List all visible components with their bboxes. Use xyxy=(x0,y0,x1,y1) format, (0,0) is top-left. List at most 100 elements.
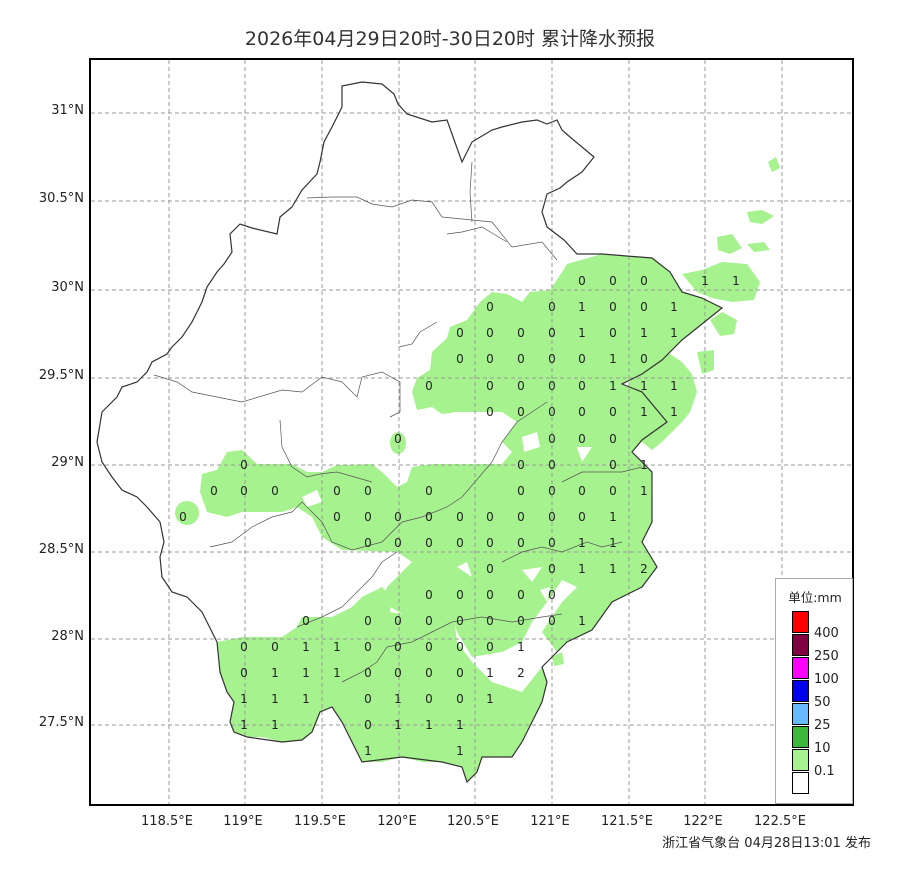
legend-title: 单位:mm xyxy=(788,590,842,605)
grid-value: 0 xyxy=(517,326,525,340)
issuer-footer: 浙江省气象台 04月28日13:01 发布 xyxy=(662,836,871,851)
grid-value: 0 xyxy=(210,484,218,498)
grid-value: 1 xyxy=(271,666,279,680)
grid-value: 1 xyxy=(456,744,464,758)
grid-value: 1 xyxy=(609,536,617,550)
lat-tick-label: 27.5°N xyxy=(38,715,84,730)
grid-value: 0 xyxy=(517,614,525,628)
grid-value: 0 xyxy=(394,666,402,680)
grid-value: 0 xyxy=(609,326,617,340)
grid-value: 0 xyxy=(609,405,617,419)
grid-value: 1 xyxy=(640,484,648,498)
grid-value: 0 xyxy=(425,484,433,498)
grid-value: 1 xyxy=(333,640,341,654)
grid-value: 0 xyxy=(486,536,494,550)
grid-value: 1 xyxy=(425,718,433,732)
grid-value: 0 xyxy=(517,588,525,602)
grid-value: 1 xyxy=(732,274,740,288)
grid-value: 0 xyxy=(640,352,648,366)
grid-value: 0 xyxy=(456,352,464,366)
grid-value: 1 xyxy=(486,666,494,680)
grid-value: 0 xyxy=(578,379,586,393)
grid-value: 0 xyxy=(578,432,586,446)
legend-swatch xyxy=(792,703,809,725)
grid-value: 0 xyxy=(609,484,617,498)
grid-value: 0 xyxy=(609,432,617,446)
grid-value: 0 xyxy=(456,510,464,524)
grid-value: 1 xyxy=(302,666,310,680)
grid-value: 0 xyxy=(578,510,586,524)
grid-value: 1 xyxy=(640,326,648,340)
grid-value: 0 xyxy=(486,562,494,576)
grid-value: 0 xyxy=(425,692,433,706)
grid-value: 0 xyxy=(486,300,494,314)
lat-tick-label: 29.5°N xyxy=(38,368,84,383)
grid-value: 0 xyxy=(548,536,556,550)
grid-value: 0 xyxy=(548,352,556,366)
grid-value: 0 xyxy=(394,536,402,550)
grid-value: 0 xyxy=(394,614,402,628)
legend-swatch xyxy=(792,611,809,633)
grid-value: 0 xyxy=(486,326,494,340)
province-boundary xyxy=(96,81,724,784)
legend-label: 400 xyxy=(814,626,839,641)
grid-value: 0 xyxy=(456,692,464,706)
legend-swatch xyxy=(792,657,809,679)
grid-value: 1 xyxy=(578,614,586,628)
city-boundaries xyxy=(153,161,643,683)
grid-value: 0 xyxy=(425,379,433,393)
grid-value: 1 xyxy=(578,536,586,550)
rain-gaps xyxy=(302,432,592,602)
lon-tick-label: 119.5°E xyxy=(294,814,346,829)
lon-tick-label: 120°E xyxy=(377,814,417,829)
grid-value: 0 xyxy=(425,614,433,628)
grid-value: 1 xyxy=(456,718,464,732)
legend-label: 250 xyxy=(814,649,839,664)
grid-value: 0 xyxy=(548,432,556,446)
graticule xyxy=(91,60,852,804)
grid-value: 0 xyxy=(364,484,372,498)
grid-value: 0 xyxy=(609,274,617,288)
grid-value: 0 xyxy=(517,458,525,472)
grid-value: 0 xyxy=(609,300,617,314)
grid-value: 0 xyxy=(271,640,279,654)
grid-value: 0 xyxy=(302,614,310,628)
grid-value: 2 xyxy=(640,562,648,576)
rain-area xyxy=(175,157,780,782)
grid-value: 0 xyxy=(394,510,402,524)
grid-value: 0 xyxy=(548,379,556,393)
lon-tick-label: 121°E xyxy=(530,814,570,829)
grid-value: 1 xyxy=(333,666,341,680)
grid-value: 1 xyxy=(640,458,648,472)
grid-value: 0 xyxy=(548,562,556,576)
grid-value: 0 xyxy=(486,614,494,628)
grid-value: 1 xyxy=(302,692,310,706)
grid-value: 0 xyxy=(640,300,648,314)
grid-value: 0 xyxy=(517,379,525,393)
lon-tick-label: 121.5°E xyxy=(601,814,653,829)
grid-value: 0 xyxy=(456,666,464,680)
legend-swatch xyxy=(792,680,809,702)
grid-value: 0 xyxy=(364,666,372,680)
legend-swatch xyxy=(792,634,809,656)
lon-tick-label: 118.5°E xyxy=(141,814,193,829)
map-canvas: 0 0 0 1 1 0 0 1 0 0 1 0 0 0 0 1 0 1 1 0 0 0 0 0 1 0 0 0 0 0 0 1 1 1 0 0 0 0 0 1… xyxy=(91,60,852,804)
grid-value: 0 xyxy=(364,536,372,550)
legend-label: 50 xyxy=(814,695,831,710)
grid-value: 1 xyxy=(609,510,617,524)
legend: 单位:mm 400 250 100 50 25 10 0.1 xyxy=(775,578,853,804)
grid-value: 0 xyxy=(640,274,648,288)
grid-value: 0 xyxy=(609,458,617,472)
grid-value: 0 xyxy=(394,640,402,654)
grid-value: 0 xyxy=(394,432,402,446)
grid-value: 0 xyxy=(517,405,525,419)
grid-value: 0 xyxy=(548,614,556,628)
grid-value: 0 xyxy=(456,588,464,602)
lat-tick-label: 28.5°N xyxy=(38,542,84,557)
grid-value: 0 xyxy=(486,588,494,602)
grid-value: 0 xyxy=(333,510,341,524)
precipitation-map[interactable]: 0 0 0 1 1 0 0 1 0 0 1 0 0 0 0 1 0 1 1 0 0 0 0 0 1 0 0 0 0 0 0 1 1 1 0 0 0 0 0 1… xyxy=(89,58,854,806)
grid-value: 0 xyxy=(548,510,556,524)
grid-value: 1 xyxy=(670,300,678,314)
grid-value: 1 xyxy=(701,274,709,288)
